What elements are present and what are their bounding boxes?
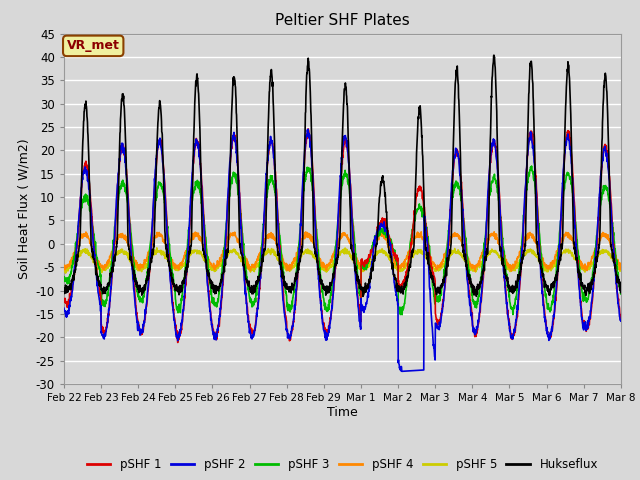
Text: VR_met: VR_met <box>67 39 120 52</box>
Legend: pSHF 1, pSHF 2, pSHF 3, pSHF 4, pSHF 5, Hukseflux: pSHF 1, pSHF 2, pSHF 3, pSHF 4, pSHF 5, … <box>82 454 603 476</box>
Title: Peltier SHF Plates: Peltier SHF Plates <box>275 13 410 28</box>
X-axis label: Time: Time <box>327 406 358 419</box>
Y-axis label: Soil Heat Flux ( W/m2): Soil Heat Flux ( W/m2) <box>17 139 30 279</box>
